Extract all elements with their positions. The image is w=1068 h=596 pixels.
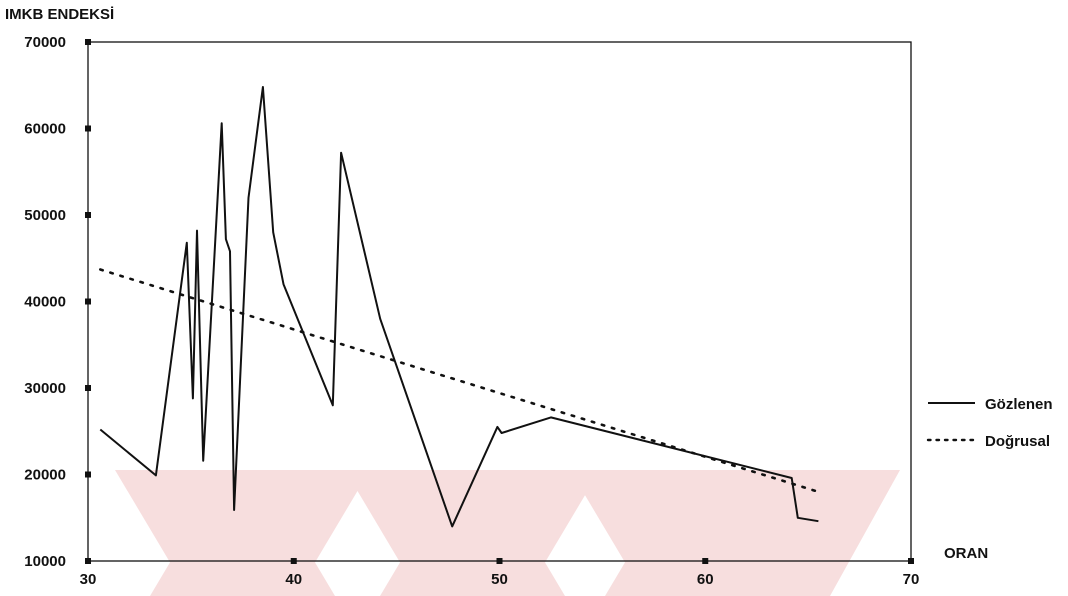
legend-item-observed: Gözlenen xyxy=(928,396,1053,413)
x-tick-mark xyxy=(497,558,503,564)
x-tick-mark xyxy=(702,558,708,564)
y-tick-label: 10000 xyxy=(24,553,66,570)
y-tick-mark xyxy=(85,212,91,218)
y-tick-mark xyxy=(85,299,91,305)
x-tick-label: 50 xyxy=(491,571,508,588)
y-tick-mark xyxy=(85,39,91,45)
legend-label-observed: Gözlenen xyxy=(985,396,1053,413)
y-tick-mark xyxy=(85,126,91,132)
y-axis-title: IMKB ENDEKSİ xyxy=(5,6,114,23)
x-tick-mark xyxy=(85,558,91,564)
y-tick-mark xyxy=(85,472,91,478)
series-line-observed xyxy=(100,87,818,526)
x-tick-mark xyxy=(908,558,914,564)
legend: Gözlenen Doğrusal xyxy=(928,396,1053,450)
y-tick-label: 40000 xyxy=(24,294,66,311)
legend-label-linear: Doğrusal xyxy=(985,433,1050,450)
y-tick-label: 30000 xyxy=(24,380,66,397)
x-tick-label: 40 xyxy=(285,571,302,588)
x-axis-title: ORAN xyxy=(944,545,988,562)
y-tick-label: 50000 xyxy=(24,207,66,224)
y-tick-label: 70000 xyxy=(24,34,66,51)
series-layer xyxy=(100,87,818,526)
legend-item-linear: Doğrusal xyxy=(928,433,1050,450)
y-tick-label: 20000 xyxy=(24,467,66,484)
x-tick-label: 70 xyxy=(903,571,920,588)
y-tick-mark xyxy=(85,385,91,391)
x-tick-label: 30 xyxy=(80,571,97,588)
y-tick-label: 60000 xyxy=(24,121,66,138)
x-tick-label: 60 xyxy=(697,571,714,588)
x-tick-mark xyxy=(291,558,297,564)
